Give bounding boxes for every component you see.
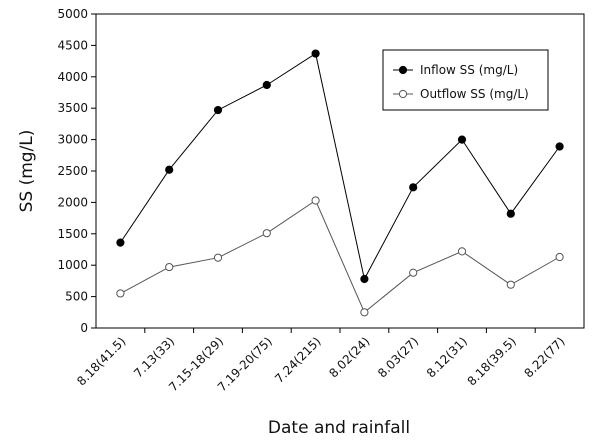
y-tick-label: 3000 bbox=[57, 133, 88, 147]
inflow-point bbox=[506, 209, 515, 218]
y-tick-label: 500 bbox=[65, 290, 88, 304]
x-axis-title: Date and rainfall bbox=[268, 418, 410, 438]
legend: Inflow SS (mg/L) Outflow SS (mg/L) bbox=[382, 49, 549, 111]
legend-outflow-marker bbox=[398, 89, 408, 99]
y-tick-label: 5000 bbox=[57, 7, 88, 21]
inflow-point bbox=[409, 183, 418, 192]
x-tick-label: 8.22(77) bbox=[522, 334, 568, 380]
y-axis-title: SS (mg/L) bbox=[17, 130, 37, 213]
outflow-point bbox=[311, 196, 320, 205]
outflow-point bbox=[360, 308, 369, 317]
y-tick-label: 1000 bbox=[57, 258, 88, 272]
inflow-point bbox=[555, 142, 564, 151]
legend-box bbox=[382, 49, 549, 111]
x-tick-label: 8.18(41.5) bbox=[74, 334, 128, 388]
inflow-point bbox=[116, 238, 125, 247]
inflow-point bbox=[360, 274, 369, 284]
outflow-point bbox=[262, 229, 271, 238]
y-axis-ticks: 0 500 1000 1500 2000 2500 3000 3500 4000 4500 5000 bbox=[57, 7, 96, 335]
y-tick-label: 4500 bbox=[57, 38, 88, 52]
x-tick-label: 8.12(31) bbox=[424, 334, 470, 380]
series-line-inflow bbox=[119, 52, 561, 281]
y-tick-label: 3500 bbox=[57, 101, 88, 115]
x-tick-label: 8.03(27) bbox=[375, 334, 421, 380]
legend-inflow-label: Inflow SS (mg/L) bbox=[420, 63, 518, 77]
x-tick-label: 7.13(33) bbox=[131, 334, 177, 380]
x-tick-label: 8.02(24) bbox=[326, 334, 372, 380]
inflow-point bbox=[262, 80, 271, 90]
inflow-point bbox=[457, 135, 467, 144]
outflow-point bbox=[506, 280, 515, 289]
legend-outflow-label: Outflow SS (mg/L) bbox=[420, 87, 529, 101]
inflow-point bbox=[311, 49, 320, 58]
x-axis-ticks: 8.18(41.5) 7.13(33)7.15-18(29)7.19-20(75)… bbox=[74, 328, 568, 394]
y-tick-label: 0 bbox=[80, 321, 88, 335]
outflow-point bbox=[116, 289, 125, 298]
series-layer bbox=[116, 49, 564, 317]
y-tick-label: 1500 bbox=[57, 227, 88, 241]
y-tick-label: 4000 bbox=[57, 70, 88, 84]
inflow-point bbox=[165, 165, 174, 174]
outflow-point bbox=[213, 253, 223, 262]
y-tick-label: 2000 bbox=[57, 195, 88, 209]
x-tick-label: 7.24(215) bbox=[272, 334, 324, 386]
series-line-outflow bbox=[120, 199, 560, 314]
y-tick-label: 2500 bbox=[57, 164, 88, 178]
legend-inflow-marker bbox=[398, 65, 408, 75]
x-tick-label: 8.18(39.5) bbox=[465, 334, 519, 388]
outflow-point bbox=[409, 268, 418, 277]
inflow-point bbox=[213, 105, 223, 115]
outflow-point bbox=[165, 262, 174, 272]
outflow-point bbox=[555, 252, 564, 262]
outflow-point bbox=[457, 247, 467, 256]
